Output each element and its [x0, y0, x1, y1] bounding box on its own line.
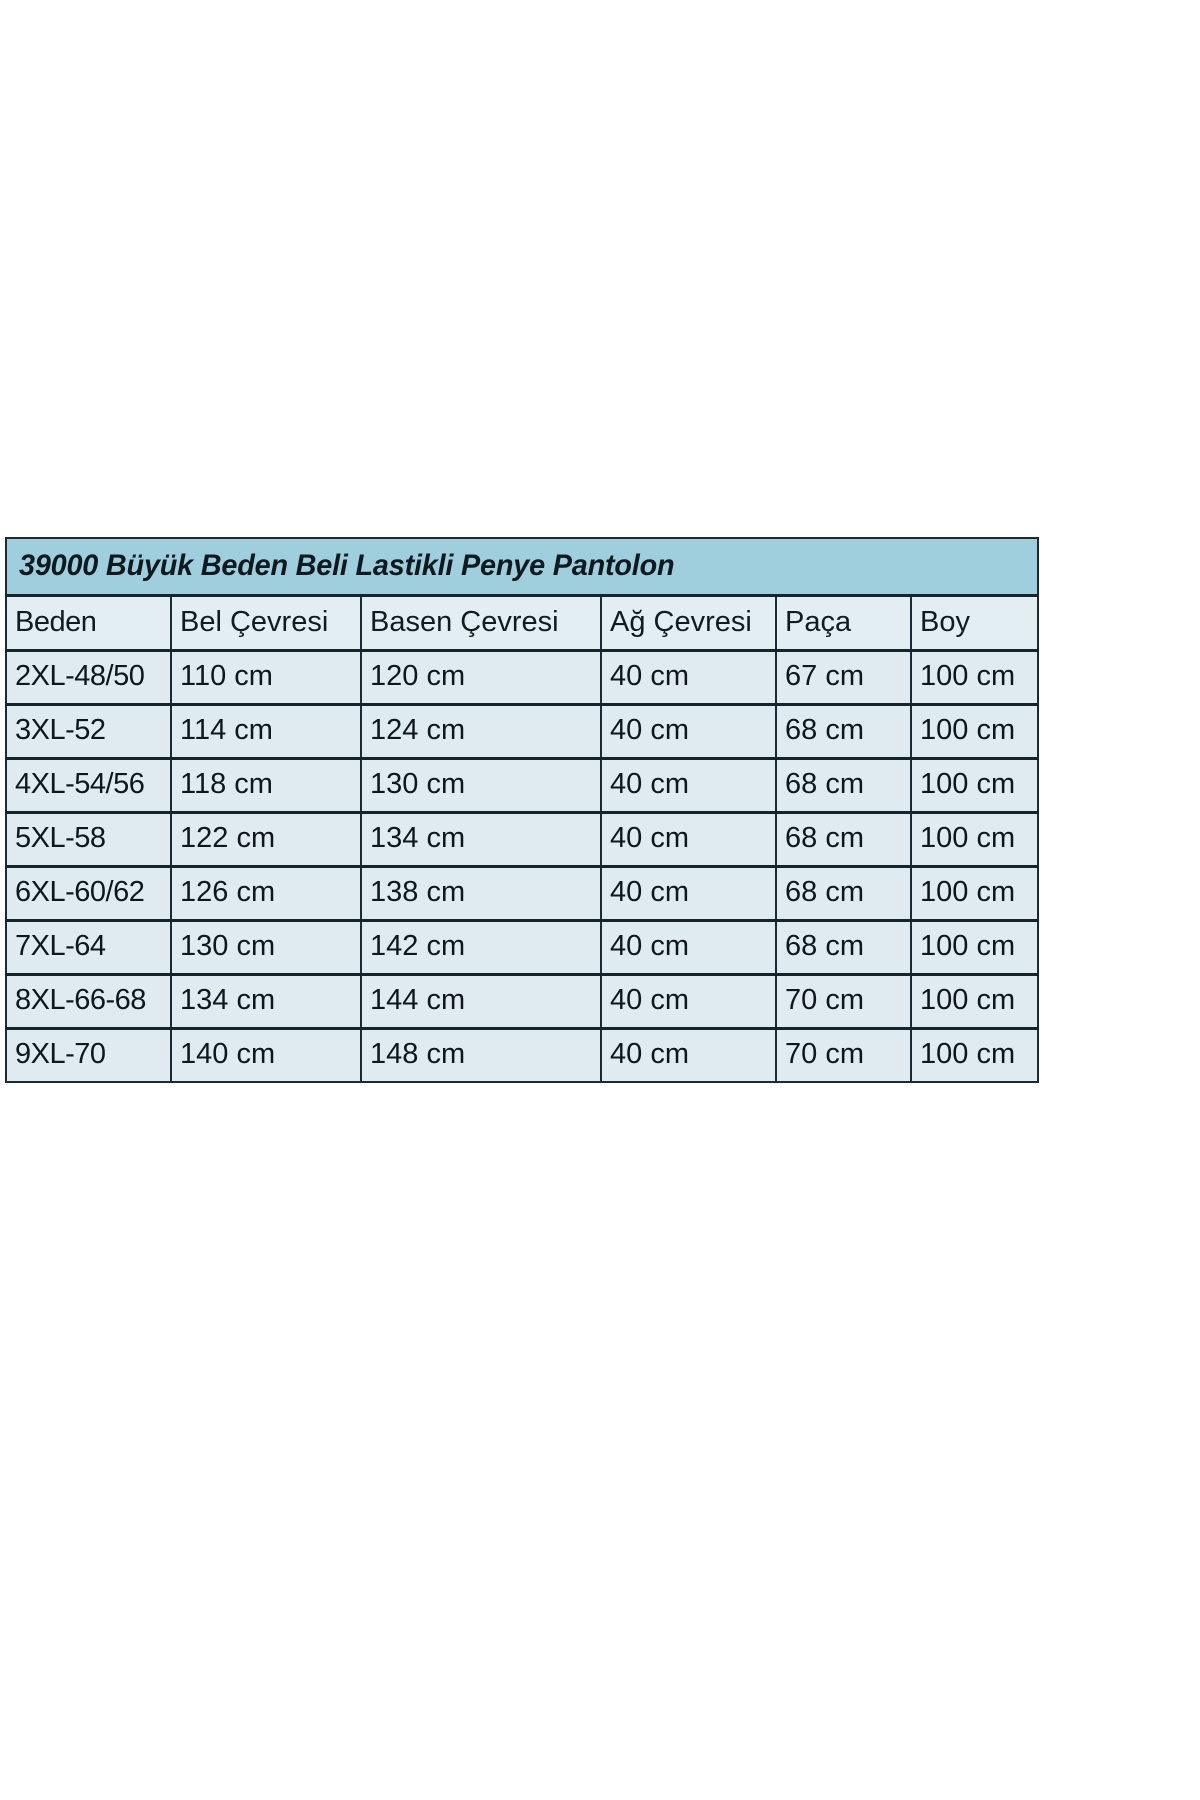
- cell-paca: 68 cm: [776, 920, 912, 976]
- cell-basen: 144 cm: [361, 974, 602, 1030]
- table-body: 2XL-48/50 110 cm 120 cm 40 cm 67 cm 100 …: [6, 650, 1039, 1082]
- title-row: 39000 Büyük Beden Beli Lastikli Penye Pa…: [6, 538, 1039, 597]
- table-row: 5XL-58 122 cm 134 cm 40 cm 68 cm 100 cm: [6, 812, 1039, 868]
- cell-paca: 70 cm: [776, 974, 912, 1030]
- cell-paca: 68 cm: [776, 704, 912, 760]
- cell-ag: 40 cm: [601, 650, 777, 706]
- cell-bel: 130 cm: [171, 920, 362, 976]
- cell-boy: 100 cm: [911, 1028, 1039, 1082]
- table-row: 7XL-64 130 cm 142 cm 40 cm 68 cm 100 cm: [6, 920, 1039, 976]
- cell-boy: 100 cm: [911, 866, 1039, 922]
- cell-beden: 8XL-66-68: [6, 974, 172, 1030]
- cell-basen: 130 cm: [361, 758, 602, 814]
- product-title: 39000 Büyük Beden Beli Lastikli Penye Pa…: [6, 538, 1039, 597]
- cell-boy: 100 cm: [911, 650, 1039, 706]
- cell-bel: 126 cm: [171, 866, 362, 922]
- column-header-row: Beden Bel Çevresi Basen Çevresi Ağ Çevre…: [6, 595, 1039, 652]
- table-title-header: 39000 Büyük Beden Beli Lastikli Penye Pa…: [6, 538, 1039, 597]
- cell-basen: 138 cm: [361, 866, 602, 922]
- cell-beden: 5XL-58: [6, 812, 172, 868]
- cell-ag: 40 cm: [601, 758, 777, 814]
- column-header-paca: Paça: [776, 595, 912, 652]
- column-header-row-group: Beden Bel Çevresi Basen Çevresi Ağ Çevre…: [6, 595, 1039, 652]
- cell-paca: 67 cm: [776, 650, 912, 706]
- cell-bel: 114 cm: [171, 704, 362, 760]
- cell-bel: 110 cm: [171, 650, 362, 706]
- cell-boy: 100 cm: [911, 812, 1039, 868]
- cell-boy: 100 cm: [911, 920, 1039, 976]
- table-row: 8XL-66-68 134 cm 144 cm 40 cm 70 cm 100 …: [6, 974, 1039, 1030]
- cell-bel: 140 cm: [171, 1028, 362, 1082]
- cell-boy: 100 cm: [911, 704, 1039, 760]
- cell-basen: 124 cm: [361, 704, 602, 760]
- cell-ag: 40 cm: [601, 812, 777, 868]
- cell-beden: 7XL-64: [6, 920, 172, 976]
- cell-ag: 40 cm: [601, 704, 777, 760]
- column-header-beden: Beden: [6, 595, 172, 652]
- cell-paca: 68 cm: [776, 866, 912, 922]
- cell-paca: 68 cm: [776, 758, 912, 814]
- cell-basen: 120 cm: [361, 650, 602, 706]
- cell-ag: 40 cm: [601, 920, 777, 976]
- product-title-text: 39000 Büyük Beden Beli Lastikli Penye Pa…: [19, 549, 675, 582]
- table-row: 9XL-70 140 cm 148 cm 40 cm 70 cm 100 cm: [6, 1028, 1039, 1082]
- cell-bel: 122 cm: [171, 812, 362, 868]
- cell-beden: 9XL-70: [6, 1028, 172, 1082]
- cell-basen: 142 cm: [361, 920, 602, 976]
- size-chart-table: 39000 Büyük Beden Beli Lastikli Penye Pa…: [5, 537, 1040, 1083]
- cell-beden: 3XL-52: [6, 704, 172, 760]
- cell-basen: 134 cm: [361, 812, 602, 868]
- cell-ag: 40 cm: [601, 1028, 777, 1082]
- cell-paca: 68 cm: [776, 812, 912, 868]
- cell-ag: 40 cm: [601, 866, 777, 922]
- cell-beden: 4XL-54/56: [6, 758, 172, 814]
- cell-boy: 100 cm: [911, 974, 1039, 1030]
- cell-bel: 134 cm: [171, 974, 362, 1030]
- cell-bel: 118 cm: [171, 758, 362, 814]
- column-header-ag-cevresi: Ağ Çevresi: [601, 595, 777, 652]
- column-header-boy: Boy: [911, 595, 1039, 652]
- table-row: 2XL-48/50 110 cm 120 cm 40 cm 67 cm 100 …: [6, 650, 1039, 706]
- table-row: 4XL-54/56 118 cm 130 cm 40 cm 68 cm 100 …: [6, 758, 1039, 814]
- column-header-basen-cevresi: Basen Çevresi: [361, 595, 602, 652]
- cell-paca: 70 cm: [776, 1028, 912, 1082]
- cell-basen: 148 cm: [361, 1028, 602, 1082]
- table-row: 6XL-60/62 126 cm 138 cm 40 cm 68 cm 100 …: [6, 866, 1039, 922]
- column-header-bel-cevresi: Bel Çevresi: [171, 595, 362, 652]
- cell-beden: 6XL-60/62: [6, 866, 172, 922]
- cell-ag: 40 cm: [601, 974, 777, 1030]
- table-row: 3XL-52 114 cm 124 cm 40 cm 68 cm 100 cm: [6, 704, 1039, 760]
- cell-boy: 100 cm: [911, 758, 1039, 814]
- cell-beden: 2XL-48/50: [6, 650, 172, 706]
